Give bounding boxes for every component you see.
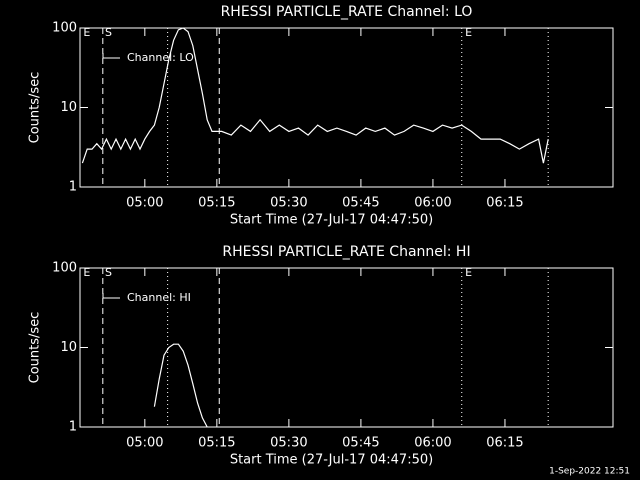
x-tick-label: 05:45 — [342, 196, 379, 211]
marker-label: E — [465, 266, 472, 279]
data-line — [81, 27, 549, 164]
x-tick-label: 05:15 — [198, 436, 235, 451]
y-tick-label: 1 — [69, 420, 77, 435]
x-tick-label: 05:30 — [270, 196, 307, 211]
legend-label: Channel: LO — [127, 51, 194, 64]
x-tick-label: 06:15 — [486, 436, 523, 451]
chart-title: RHESSI PARTICLE_RATE Channel: HI — [222, 244, 470, 260]
y-tick-label: 100 — [52, 261, 77, 276]
marker-label: E — [83, 266, 90, 279]
x-axis-label: Start Time (27-Jul-17 04:47:50) — [230, 453, 433, 468]
data-line — [153, 343, 208, 428]
y-tick-label: 1 — [69, 180, 77, 195]
marker-label: E — [465, 26, 472, 39]
x-tick-label: 06:00 — [414, 436, 451, 451]
marker-label: E — [83, 26, 90, 39]
x-tick-label: 06:15 — [486, 196, 523, 211]
y-tick-label: 10 — [60, 340, 77, 355]
x-tick-label: 05:30 — [270, 436, 307, 451]
chart-title: RHESSI PARTICLE_RATE Channel: LO — [221, 4, 473, 20]
x-axis-label: Start Time (27-Jul-17 04:47:50) — [230, 213, 433, 228]
marker-label: S — [105, 266, 112, 279]
x-tick-label: 05:15 — [198, 196, 235, 211]
y-axis-label: Counts/sec — [28, 72, 43, 144]
y-axis-label: Counts/sec — [28, 312, 43, 384]
y-tick-label: 100 — [52, 21, 77, 36]
x-tick-label: 05:00 — [126, 196, 163, 211]
footer: 1-Sep-2022 12:51 — [549, 467, 630, 477]
y-tick-label: 10 — [60, 100, 77, 115]
x-tick-label: 06:00 — [414, 196, 451, 211]
x-tick-label: 05:45 — [342, 436, 379, 451]
marker-label: S — [105, 26, 112, 39]
legend-label: Channel: HI — [127, 291, 191, 304]
x-tick-label: 05:00 — [126, 436, 163, 451]
